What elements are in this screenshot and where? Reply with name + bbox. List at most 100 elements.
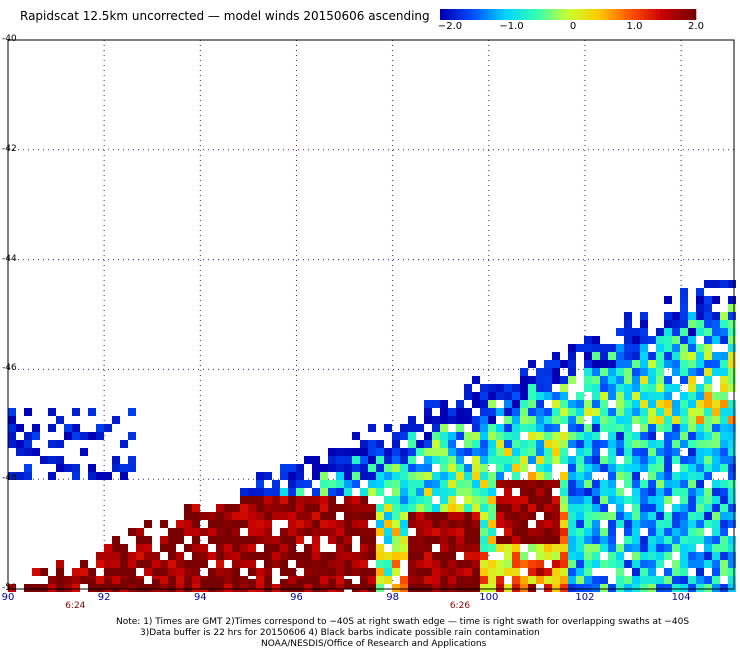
swath-cell bbox=[56, 464, 64, 472]
swath-cell bbox=[368, 552, 376, 560]
swath-cell bbox=[616, 560, 624, 568]
swath-cell bbox=[688, 536, 696, 544]
swath-cell bbox=[344, 512, 352, 520]
swath-cell bbox=[592, 520, 600, 528]
swath-cell bbox=[704, 440, 712, 448]
swath-cell bbox=[648, 384, 656, 392]
swath-cell bbox=[384, 504, 392, 512]
swath-cell bbox=[416, 544, 424, 552]
swath-cell bbox=[712, 480, 720, 488]
swath-cell bbox=[408, 512, 416, 520]
swath-cell bbox=[720, 520, 728, 528]
swath-cell bbox=[360, 512, 368, 520]
swath-cell bbox=[384, 424, 392, 432]
swath-cell bbox=[696, 496, 704, 504]
colorbar-cell bbox=[680, 9, 685, 20]
swath-cell bbox=[176, 568, 184, 576]
swath-cell bbox=[376, 584, 384, 592]
swath-cell bbox=[680, 496, 688, 504]
swath-cell bbox=[712, 360, 720, 368]
swath-cell bbox=[504, 584, 512, 592]
swath-cell bbox=[688, 448, 696, 456]
swath-cell bbox=[720, 384, 728, 392]
colorbar-cell bbox=[632, 9, 637, 20]
swath-cell bbox=[632, 384, 640, 392]
swath-cell bbox=[544, 496, 552, 504]
swath-cell bbox=[320, 552, 328, 560]
swath-cell bbox=[664, 440, 672, 448]
swath-cell bbox=[552, 576, 560, 584]
swath-cell bbox=[696, 464, 704, 472]
swath-cell bbox=[688, 320, 696, 328]
swath-cell bbox=[616, 352, 624, 360]
swath-cell bbox=[600, 504, 608, 512]
swath-cell bbox=[520, 448, 528, 456]
swath-cell bbox=[288, 472, 296, 480]
swath-cell bbox=[360, 560, 368, 568]
swath-cell bbox=[184, 579, 192, 589]
swath-cell bbox=[664, 360, 672, 368]
swath-cell bbox=[480, 528, 488, 536]
swath-cell bbox=[616, 368, 624, 376]
swath-cell bbox=[400, 448, 408, 456]
swath-cell bbox=[728, 448, 736, 456]
swath-cell bbox=[696, 576, 704, 584]
swath-cell bbox=[400, 536, 408, 544]
swath-cell bbox=[664, 432, 672, 440]
swath-cell bbox=[392, 544, 400, 552]
swath-cell bbox=[400, 432, 408, 440]
swath-cell bbox=[160, 520, 168, 528]
swath-cell bbox=[720, 312, 728, 320]
swath-cell bbox=[672, 440, 680, 448]
swath-cell bbox=[704, 552, 712, 560]
swath-cell bbox=[640, 560, 648, 568]
swath-cell bbox=[624, 576, 632, 584]
swath-cell bbox=[488, 488, 496, 496]
swath-cell bbox=[528, 384, 536, 392]
swath-cell bbox=[600, 512, 608, 520]
swath-cell bbox=[328, 552, 336, 560]
swath-cell bbox=[280, 552, 288, 560]
swath-cell bbox=[560, 360, 568, 368]
swath-cell bbox=[280, 496, 288, 504]
swath-cell bbox=[648, 512, 656, 520]
swath-cell bbox=[104, 579, 112, 589]
swath-cell bbox=[344, 480, 352, 488]
swath-cell bbox=[520, 520, 528, 528]
swath-cell bbox=[696, 456, 704, 464]
swath-cell bbox=[672, 368, 680, 376]
swath-cell bbox=[504, 392, 512, 400]
swath-cell bbox=[536, 424, 544, 432]
swath-cell bbox=[472, 440, 480, 448]
swath-cell bbox=[576, 536, 584, 544]
swath-cell bbox=[568, 520, 576, 528]
swath-cell bbox=[592, 544, 600, 552]
swath-cell bbox=[152, 552, 160, 560]
swath-cell bbox=[200, 544, 208, 552]
colorbar-cell bbox=[508, 9, 513, 20]
swath-cell bbox=[696, 320, 704, 328]
swath-cell bbox=[592, 344, 600, 352]
colorbar-cell bbox=[452, 9, 457, 20]
swath-cell bbox=[520, 384, 528, 392]
swath-cell bbox=[536, 368, 544, 376]
swath-cell bbox=[256, 568, 264, 576]
swath-cell bbox=[240, 512, 248, 520]
swath-cell bbox=[496, 560, 504, 568]
swath-cell bbox=[672, 320, 680, 328]
swath-cell bbox=[248, 536, 256, 544]
swath-cell bbox=[344, 568, 352, 576]
swath-cell bbox=[680, 440, 688, 448]
swath-cell bbox=[704, 400, 712, 408]
swath-cell bbox=[656, 384, 664, 392]
swath-cell bbox=[536, 440, 544, 448]
swath-cell bbox=[328, 568, 336, 576]
swath-cell bbox=[664, 424, 672, 432]
swath-cell bbox=[592, 504, 600, 512]
swath-cell bbox=[704, 464, 712, 472]
swath-cell bbox=[368, 512, 376, 520]
swath-cell bbox=[328, 504, 336, 512]
swath-cell bbox=[456, 504, 464, 512]
swath-cell bbox=[384, 480, 392, 488]
swath-cell bbox=[688, 368, 696, 376]
